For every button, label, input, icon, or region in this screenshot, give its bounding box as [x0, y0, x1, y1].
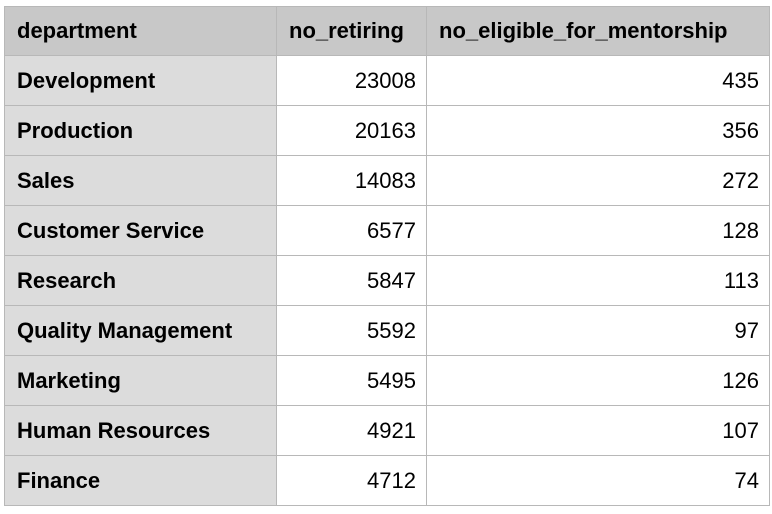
department-cell[interactable]: Human Resources	[4, 405, 277, 456]
no-retiring-cell[interactable]: 4921	[276, 405, 427, 456]
no-eligible-for-mentorship-cell[interactable]: 126	[426, 355, 770, 406]
no-eligible-for-mentorship-cell[interactable]: 128	[426, 205, 770, 256]
no-eligible-for-mentorship-cell[interactable]: 113	[426, 255, 770, 306]
no-eligible-for-mentorship-cell[interactable]: 74	[426, 455, 770, 506]
no-eligible-for-mentorship-cell[interactable]: 107	[426, 405, 770, 456]
table-row: Production 20163 356	[4, 105, 770, 156]
department-cell[interactable]: Development	[4, 55, 277, 106]
table-row: Research 5847 113	[4, 255, 770, 306]
department-cell[interactable]: Research	[4, 255, 277, 306]
department-cell[interactable]: Customer Service	[4, 205, 277, 256]
table-row: Human Resources 4921 107	[4, 405, 770, 456]
column-header-department[interactable]: department	[4, 6, 277, 56]
table-row: Quality Management 5592 97	[4, 305, 770, 356]
department-cell[interactable]: Quality Management	[4, 305, 277, 356]
no-eligible-for-mentorship-cell[interactable]: 435	[426, 55, 770, 106]
no-retiring-cell[interactable]: 14083	[276, 155, 427, 206]
department-cell[interactable]: Production	[4, 105, 277, 156]
no-retiring-cell[interactable]: 6577	[276, 205, 427, 256]
no-retiring-cell[interactable]: 5592	[276, 305, 427, 356]
table-row: Finance 4712 74	[4, 455, 770, 506]
header-row: department no_retiring no_eligible_for_m…	[4, 6, 770, 56]
table-header: department no_retiring no_eligible_for_m…	[4, 6, 770, 56]
column-header-no-retiring[interactable]: no_retiring	[276, 6, 427, 56]
table-row: Development 23008 435	[4, 55, 770, 106]
table-row: Marketing 5495 126	[4, 355, 770, 406]
department-cell[interactable]: Finance	[4, 455, 277, 506]
no-eligible-for-mentorship-cell[interactable]: 272	[426, 155, 770, 206]
no-retiring-cell[interactable]: 5495	[276, 355, 427, 406]
no-eligible-for-mentorship-cell[interactable]: 97	[426, 305, 770, 356]
table-row: Sales 14083 272	[4, 155, 770, 206]
data-table-container: department no_retiring no_eligible_for_m…	[4, 6, 770, 506]
department-cell[interactable]: Marketing	[4, 355, 277, 406]
table-body: Development 23008 435 Production 20163 3…	[4, 55, 770, 506]
no-retiring-cell[interactable]: 4712	[276, 455, 427, 506]
data-table: department no_retiring no_eligible_for_m…	[4, 6, 770, 506]
no-retiring-cell[interactable]: 5847	[276, 255, 427, 306]
department-cell[interactable]: Sales	[4, 155, 277, 206]
table-row: Customer Service 6577 128	[4, 205, 770, 256]
column-header-no-eligible-for-mentorship[interactable]: no_eligible_for_mentorship	[426, 6, 770, 56]
no-eligible-for-mentorship-cell[interactable]: 356	[426, 105, 770, 156]
no-retiring-cell[interactable]: 23008	[276, 55, 427, 106]
no-retiring-cell[interactable]: 20163	[276, 105, 427, 156]
